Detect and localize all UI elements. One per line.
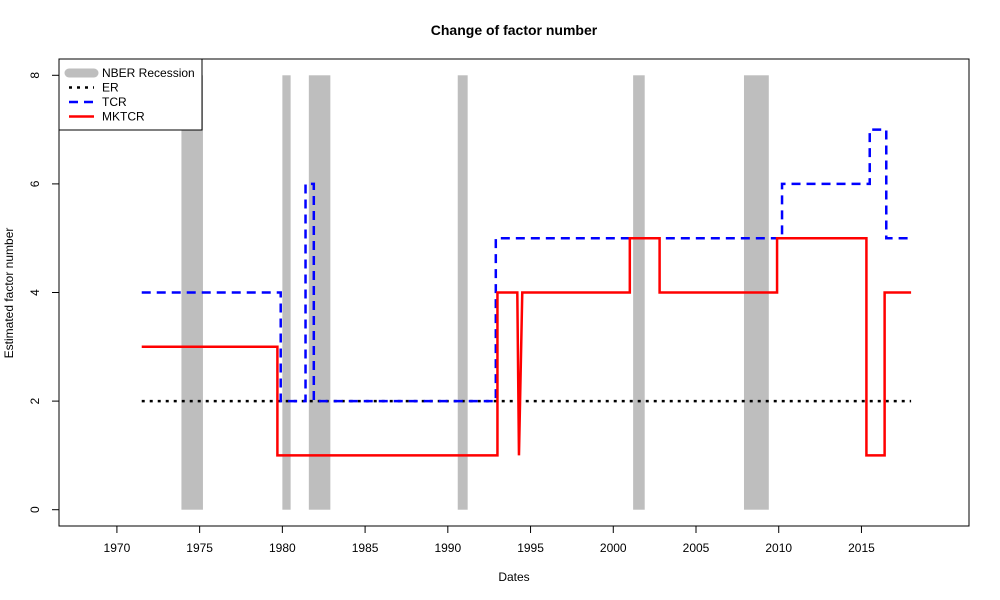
y-tick-label-4: 4: [28, 289, 42, 296]
x-axis: 1970 1975 1980 1985 1990 1995 2000 2005 2010 2015: [104, 525, 875, 555]
series-line-tcr: [141, 128, 912, 403]
y-axis: 0 2 4 6 8: [28, 72, 60, 513]
x-tick-label-2015: 2015: [848, 541, 875, 555]
y-tick-label-0: 0: [28, 506, 42, 513]
series-lines: [141, 128, 912, 457]
legend-label-er: ER: [102, 81, 119, 95]
chart-title: Change of factor number: [431, 22, 598, 38]
legend-label-mktcr: MKTCR: [102, 110, 145, 124]
x-tick-label-2000: 2000: [600, 541, 627, 555]
x-axis-label: Dates: [498, 570, 529, 584]
recession-bands: [181, 75, 769, 510]
recession-band-4: [457, 75, 468, 510]
y-tick-label-2: 2: [28, 397, 42, 404]
y-tick-label-6: 6: [28, 180, 42, 187]
recession-band-5: [633, 75, 645, 510]
y-tick-label-8: 8: [28, 72, 42, 79]
x-tick-label-1970: 1970: [104, 541, 131, 555]
x-tick-label-1990: 1990: [434, 541, 461, 555]
legend-label-nber-recession: NBER Recession: [102, 66, 195, 80]
x-tick-label-1975: 1975: [186, 541, 213, 555]
y-axis-label: Estimated factor number: [2, 228, 16, 359]
x-tick-label-1980: 1980: [269, 541, 296, 555]
x-tick-label-1985: 1985: [352, 541, 379, 555]
x-tick-label-2005: 2005: [683, 541, 710, 555]
recession-band-2: [282, 75, 291, 510]
x-tick-label-1995: 1995: [517, 541, 544, 555]
legend-label-tcr: TCR: [102, 95, 127, 109]
recession-band-3: [308, 75, 331, 510]
series-line-mktcr: [141, 236, 912, 457]
x-tick-label-2010: 2010: [765, 541, 792, 555]
